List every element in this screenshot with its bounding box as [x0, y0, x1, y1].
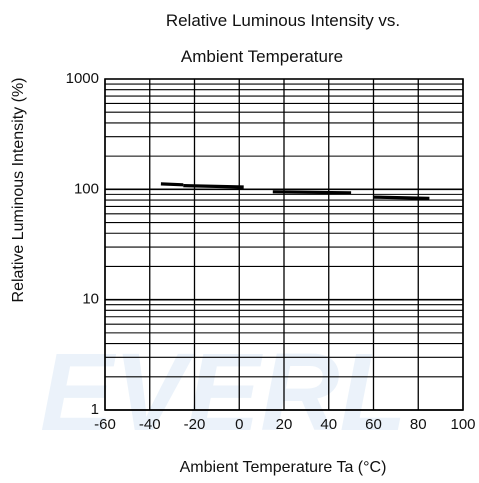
series-line-segment	[160, 182, 184, 187]
x-tick-label: 100	[450, 416, 475, 433]
y-tick-label: 1	[91, 401, 99, 418]
series-line-segment	[272, 190, 352, 195]
x-tick-labels: -60 -40 -20 0 20 40 60 80 100	[94, 416, 475, 433]
x-tick-label: -40	[139, 416, 161, 433]
y-axis-label: Relative Luminous Intensity (%)	[10, 78, 27, 303]
chart-title-line-1: Relative Luminous Intensity vs.	[166, 11, 400, 30]
chart-title-line-2: Ambient Temperature	[181, 47, 343, 66]
x-tick-label: -20	[184, 416, 206, 433]
y-tick-label: 100	[74, 180, 99, 197]
y-tick-labels: 1 10 100 1000	[66, 70, 99, 418]
grid	[104, 79, 464, 411]
x-axis-label: Ambient Temperature Ta (°C)	[180, 459, 387, 476]
watermark: EVERL	[40, 331, 407, 454]
series-line-segment	[183, 184, 244, 189]
x-tick-label: 40	[320, 416, 337, 433]
y-tick-label: 10	[82, 291, 99, 308]
x-tick-label: 0	[235, 416, 243, 433]
x-tick-label: 80	[410, 416, 427, 433]
series-group	[160, 182, 430, 200]
x-tick-label: 20	[276, 416, 293, 433]
y-tick-label: 1000	[66, 70, 99, 87]
x-tick-label: 60	[365, 416, 382, 433]
x-tick-label: -60	[94, 416, 116, 433]
plot-frame	[104, 78, 464, 411]
series-line-segment	[373, 195, 430, 200]
